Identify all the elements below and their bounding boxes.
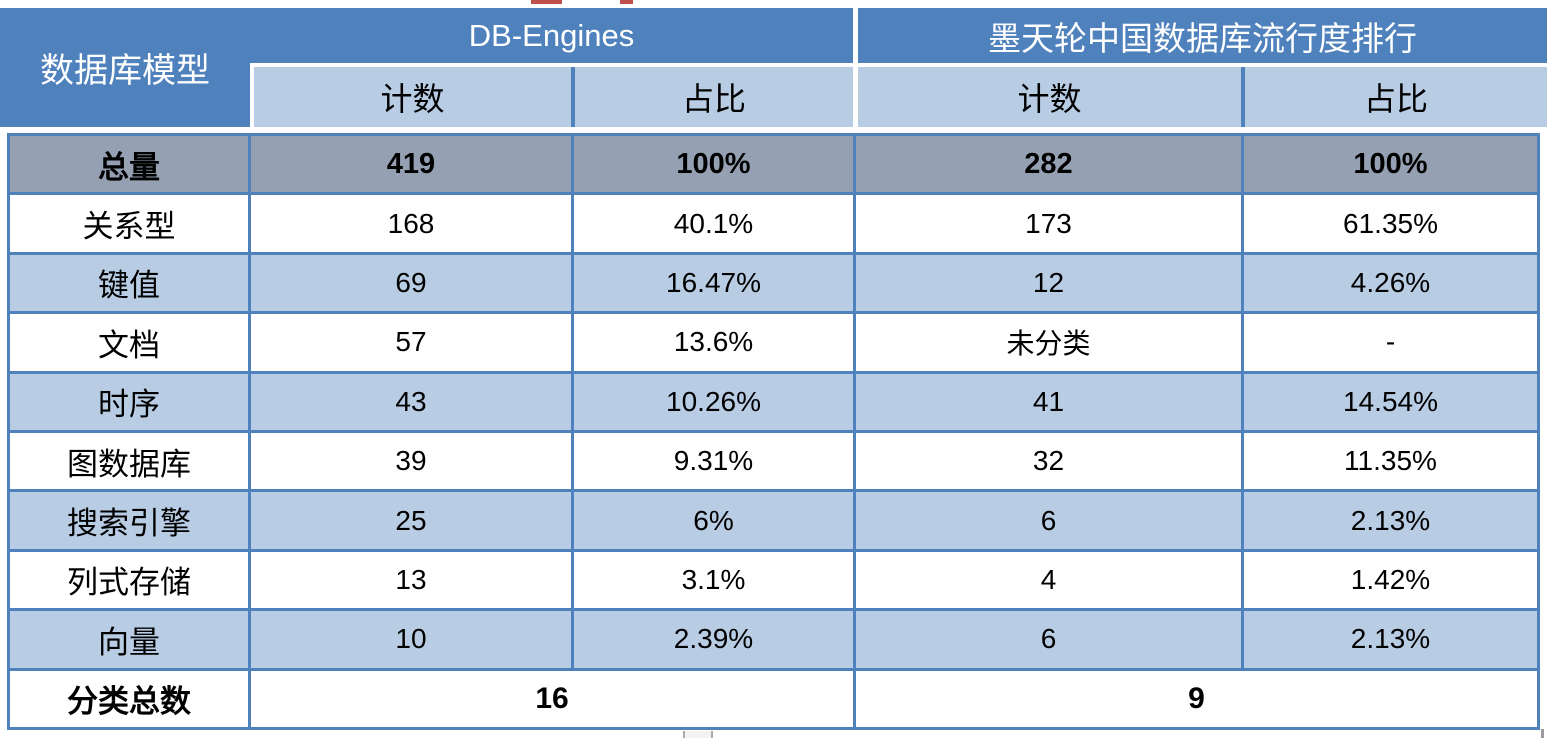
cell-modb-share: 2.13%	[1244, 611, 1537, 668]
subheader-db-count: 计数	[254, 67, 571, 127]
edge-artifact	[1541, 729, 1544, 738]
cell-modb-count: 41	[856, 373, 1241, 430]
cell-modb-share: 11.35%	[1244, 433, 1537, 490]
cell-modb-count: 6	[856, 611, 1241, 668]
cell-modb-share: 100%	[1244, 136, 1537, 193]
cell-modb-count: 未分类	[856, 314, 1241, 371]
subheader-db-share: 占比	[575, 67, 853, 127]
cell-db-share: 40.1%	[574, 195, 853, 252]
row-label-search-engine: 搜索引擎	[10, 492, 248, 549]
cell-modb-count: 282	[856, 136, 1241, 193]
cell-modb-count: 4	[856, 551, 1241, 609]
cell-modb-share: 2.13%	[1244, 492, 1537, 549]
cell-db-category-total: 16	[251, 670, 853, 727]
cell-db-share: 3.1%	[574, 551, 853, 609]
cropped-red-text-artifact	[620, 0, 633, 4]
cell-modb-count: 173	[856, 195, 1241, 252]
cell-db-count: 419	[251, 136, 571, 193]
row-label-relational: 关系型	[10, 195, 248, 252]
row-label-key-value: 键值	[10, 254, 248, 312]
row-label-graph: 图数据库	[10, 433, 248, 490]
cell-modb-count: 6	[856, 492, 1241, 549]
cell-db-share: 10.26%	[574, 373, 853, 430]
cell-modb-count: 32	[856, 433, 1241, 490]
cell-modb-category-total: 9	[856, 670, 1537, 727]
cell-db-share: 9.31%	[574, 433, 853, 490]
cell-modb-count: 12	[856, 254, 1241, 312]
cell-db-count: 25	[251, 492, 571, 549]
cell-modb-share: 14.54%	[1244, 373, 1537, 430]
row-label-document: 文档	[10, 314, 248, 371]
column-group-modb-ranking: 墨天轮中国数据库流行度排行	[988, 21, 1417, 58]
cropped-red-text-artifact	[531, 0, 562, 4]
subheader-divider	[571, 67, 575, 127]
cell-db-count: 10	[251, 611, 571, 668]
cell-db-count: 43	[251, 373, 571, 430]
cell-db-share: 6%	[574, 492, 853, 549]
cell-db-count: 13	[251, 551, 571, 609]
cell-db-share: 100%	[574, 136, 853, 193]
cell-modb-share: 61.35%	[1244, 195, 1537, 252]
cell-modb-share: 4.26%	[1244, 254, 1537, 312]
cell-db-share: 2.39%	[574, 611, 853, 668]
header-group-divider	[853, 8, 858, 63]
subheader-modb-count: 计数	[858, 67, 1241, 127]
comparison-table: 总量 419 100% 282 100% 关系型 168 40.1% 173 6…	[7, 133, 1540, 730]
subheader-divider	[1241, 67, 1245, 127]
cell-db-count: 69	[251, 254, 571, 312]
cell-db-count: 168	[251, 195, 571, 252]
row-label-time-series: 时序	[10, 373, 248, 430]
row-label-column-store: 列式存储	[10, 551, 248, 609]
cell-db-share: 16.47%	[574, 254, 853, 312]
column-group-db-engines: DB-Engines	[468, 17, 635, 53]
cell-modb-share: -	[1244, 314, 1537, 371]
scrollbar-artifact	[683, 731, 713, 738]
row-label-total: 总量	[10, 136, 248, 193]
cell-db-count: 39	[251, 433, 571, 490]
corner-header-database-model: 数据库模型	[0, 8, 250, 127]
row-label-category-count: 分类总数	[10, 670, 248, 727]
cell-modb-share: 1.42%	[1244, 551, 1537, 609]
cell-db-share: 13.6%	[574, 314, 853, 371]
table-header-band	[0, 8, 1547, 63]
subheader-modb-share: 占比	[1245, 67, 1547, 127]
cell-db-count: 57	[251, 314, 571, 371]
row-label-vector: 向量	[10, 611, 248, 668]
